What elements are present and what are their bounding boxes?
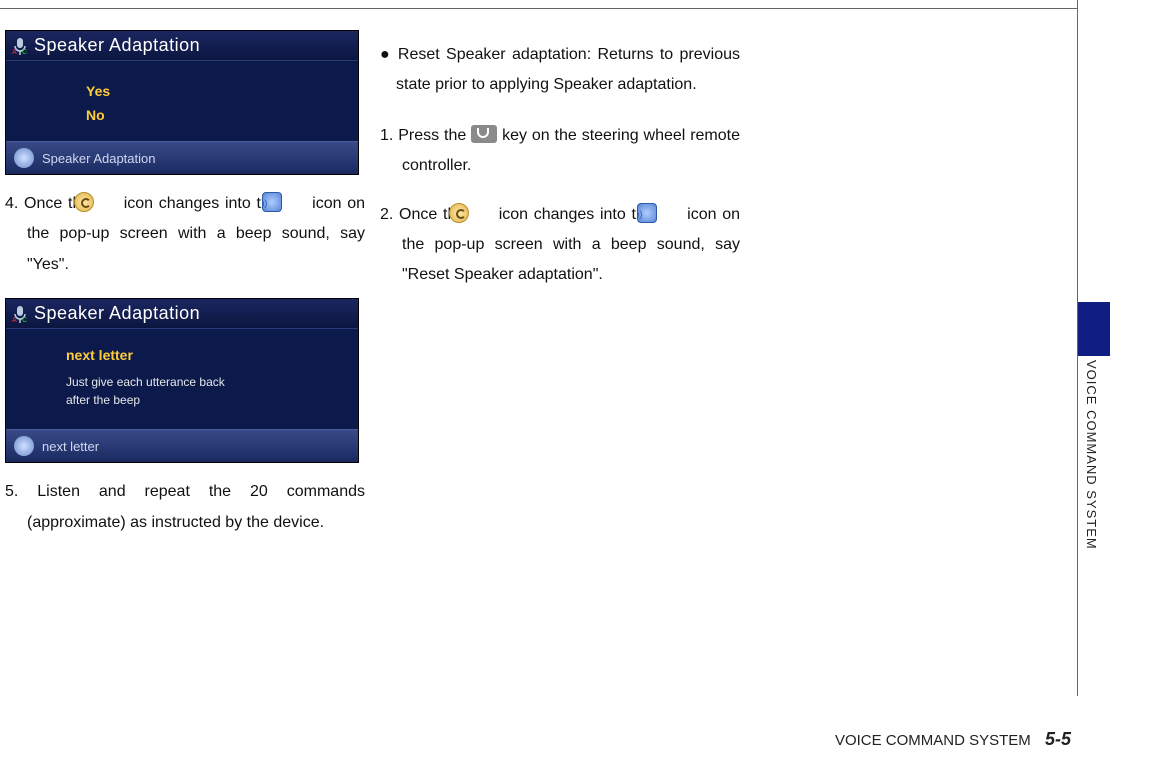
- mic-icon: AC: [12, 36, 28, 56]
- screenshot-footer-text: next letter: [42, 439, 99, 454]
- listening-icon: [471, 203, 493, 223]
- option-no: No: [86, 103, 348, 127]
- step-5: 5. Listen and repeat the 20 commands (ap…: [5, 477, 365, 538]
- screenshot-footer: next letter: [6, 429, 358, 462]
- bullet-reset: ● Reset Speaker adaptation: Returns to p…: [380, 40, 740, 101]
- screenshot-footer-text: Speaker Adaptation: [42, 151, 155, 166]
- screenshot-speaker-adaptation-1: AC Speaker Adaptation Yes No Speaker Ada…: [5, 30, 359, 175]
- step-2: 2. Once the icon changes into the icon o…: [380, 200, 740, 291]
- speak-icon: [659, 203, 681, 223]
- step2-text-b: icon changes into the: [499, 206, 660, 223]
- horizontal-rule-top: [0, 8, 1078, 9]
- screenshot-body: next letter Just give each utterance bac…: [6, 329, 358, 429]
- listening-icon: [96, 192, 118, 212]
- page-number: 5-5: [1045, 729, 1071, 749]
- page-footer: VOICE COMMAND SYSTEM 5-5: [835, 729, 1071, 750]
- screenshot-body: Yes No: [6, 61, 358, 141]
- prompt-line-2a: Just give each utterance back: [66, 375, 225, 389]
- voice-icon: [14, 436, 34, 456]
- prompt-line-2b: after the beep: [66, 393, 140, 407]
- middle-column: ● Reset Speaker adaptation: Returns to p…: [380, 40, 740, 309]
- left-column: AC Speaker Adaptation Yes No Speaker Ada…: [5, 30, 365, 556]
- step4-text-b: icon changes into the: [124, 195, 285, 212]
- prompt-line-2: Just give each utterance back after the …: [66, 373, 338, 409]
- side-section-label: VOICE COMMAND SYSTEM: [1084, 360, 1099, 550]
- screenshot-header: AC Speaker Adaptation: [6, 299, 358, 329]
- speak-icon: [284, 192, 306, 212]
- svg-text:A: A: [12, 317, 17, 324]
- step1-text-a: 1. Press the: [380, 127, 471, 144]
- screenshot-title: Speaker Adaptation: [34, 303, 200, 324]
- section-tab: [1078, 302, 1110, 356]
- svg-text:C: C: [22, 49, 27, 56]
- option-yes: Yes: [86, 79, 348, 103]
- bullet-dot: ●: [380, 46, 392, 63]
- prompt-line-1: next letter: [66, 347, 338, 363]
- voice-key-icon: [471, 125, 497, 143]
- svg-text:A: A: [12, 49, 17, 56]
- footer-section-label: VOICE COMMAND SYSTEM: [835, 732, 1031, 749]
- bullet-text: Reset Speaker adaptation: Returns to pre…: [396, 46, 740, 93]
- screenshot-title: Speaker Adaptation: [34, 35, 200, 56]
- screenshot-speaker-adaptation-2: AC Speaker Adaptation next letter Just g…: [5, 298, 359, 463]
- screenshot-footer: Speaker Adaptation: [6, 141, 358, 174]
- mic-icon: AC: [12, 304, 28, 324]
- screenshot-header: AC Speaker Adaptation: [6, 31, 358, 61]
- step-1: 1. Press the key on the steering wheel r…: [380, 121, 740, 182]
- step-4: 4. Once the icon changes into the icon o…: [5, 189, 365, 280]
- voice-icon: [14, 148, 34, 168]
- svg-text:C: C: [22, 317, 27, 324]
